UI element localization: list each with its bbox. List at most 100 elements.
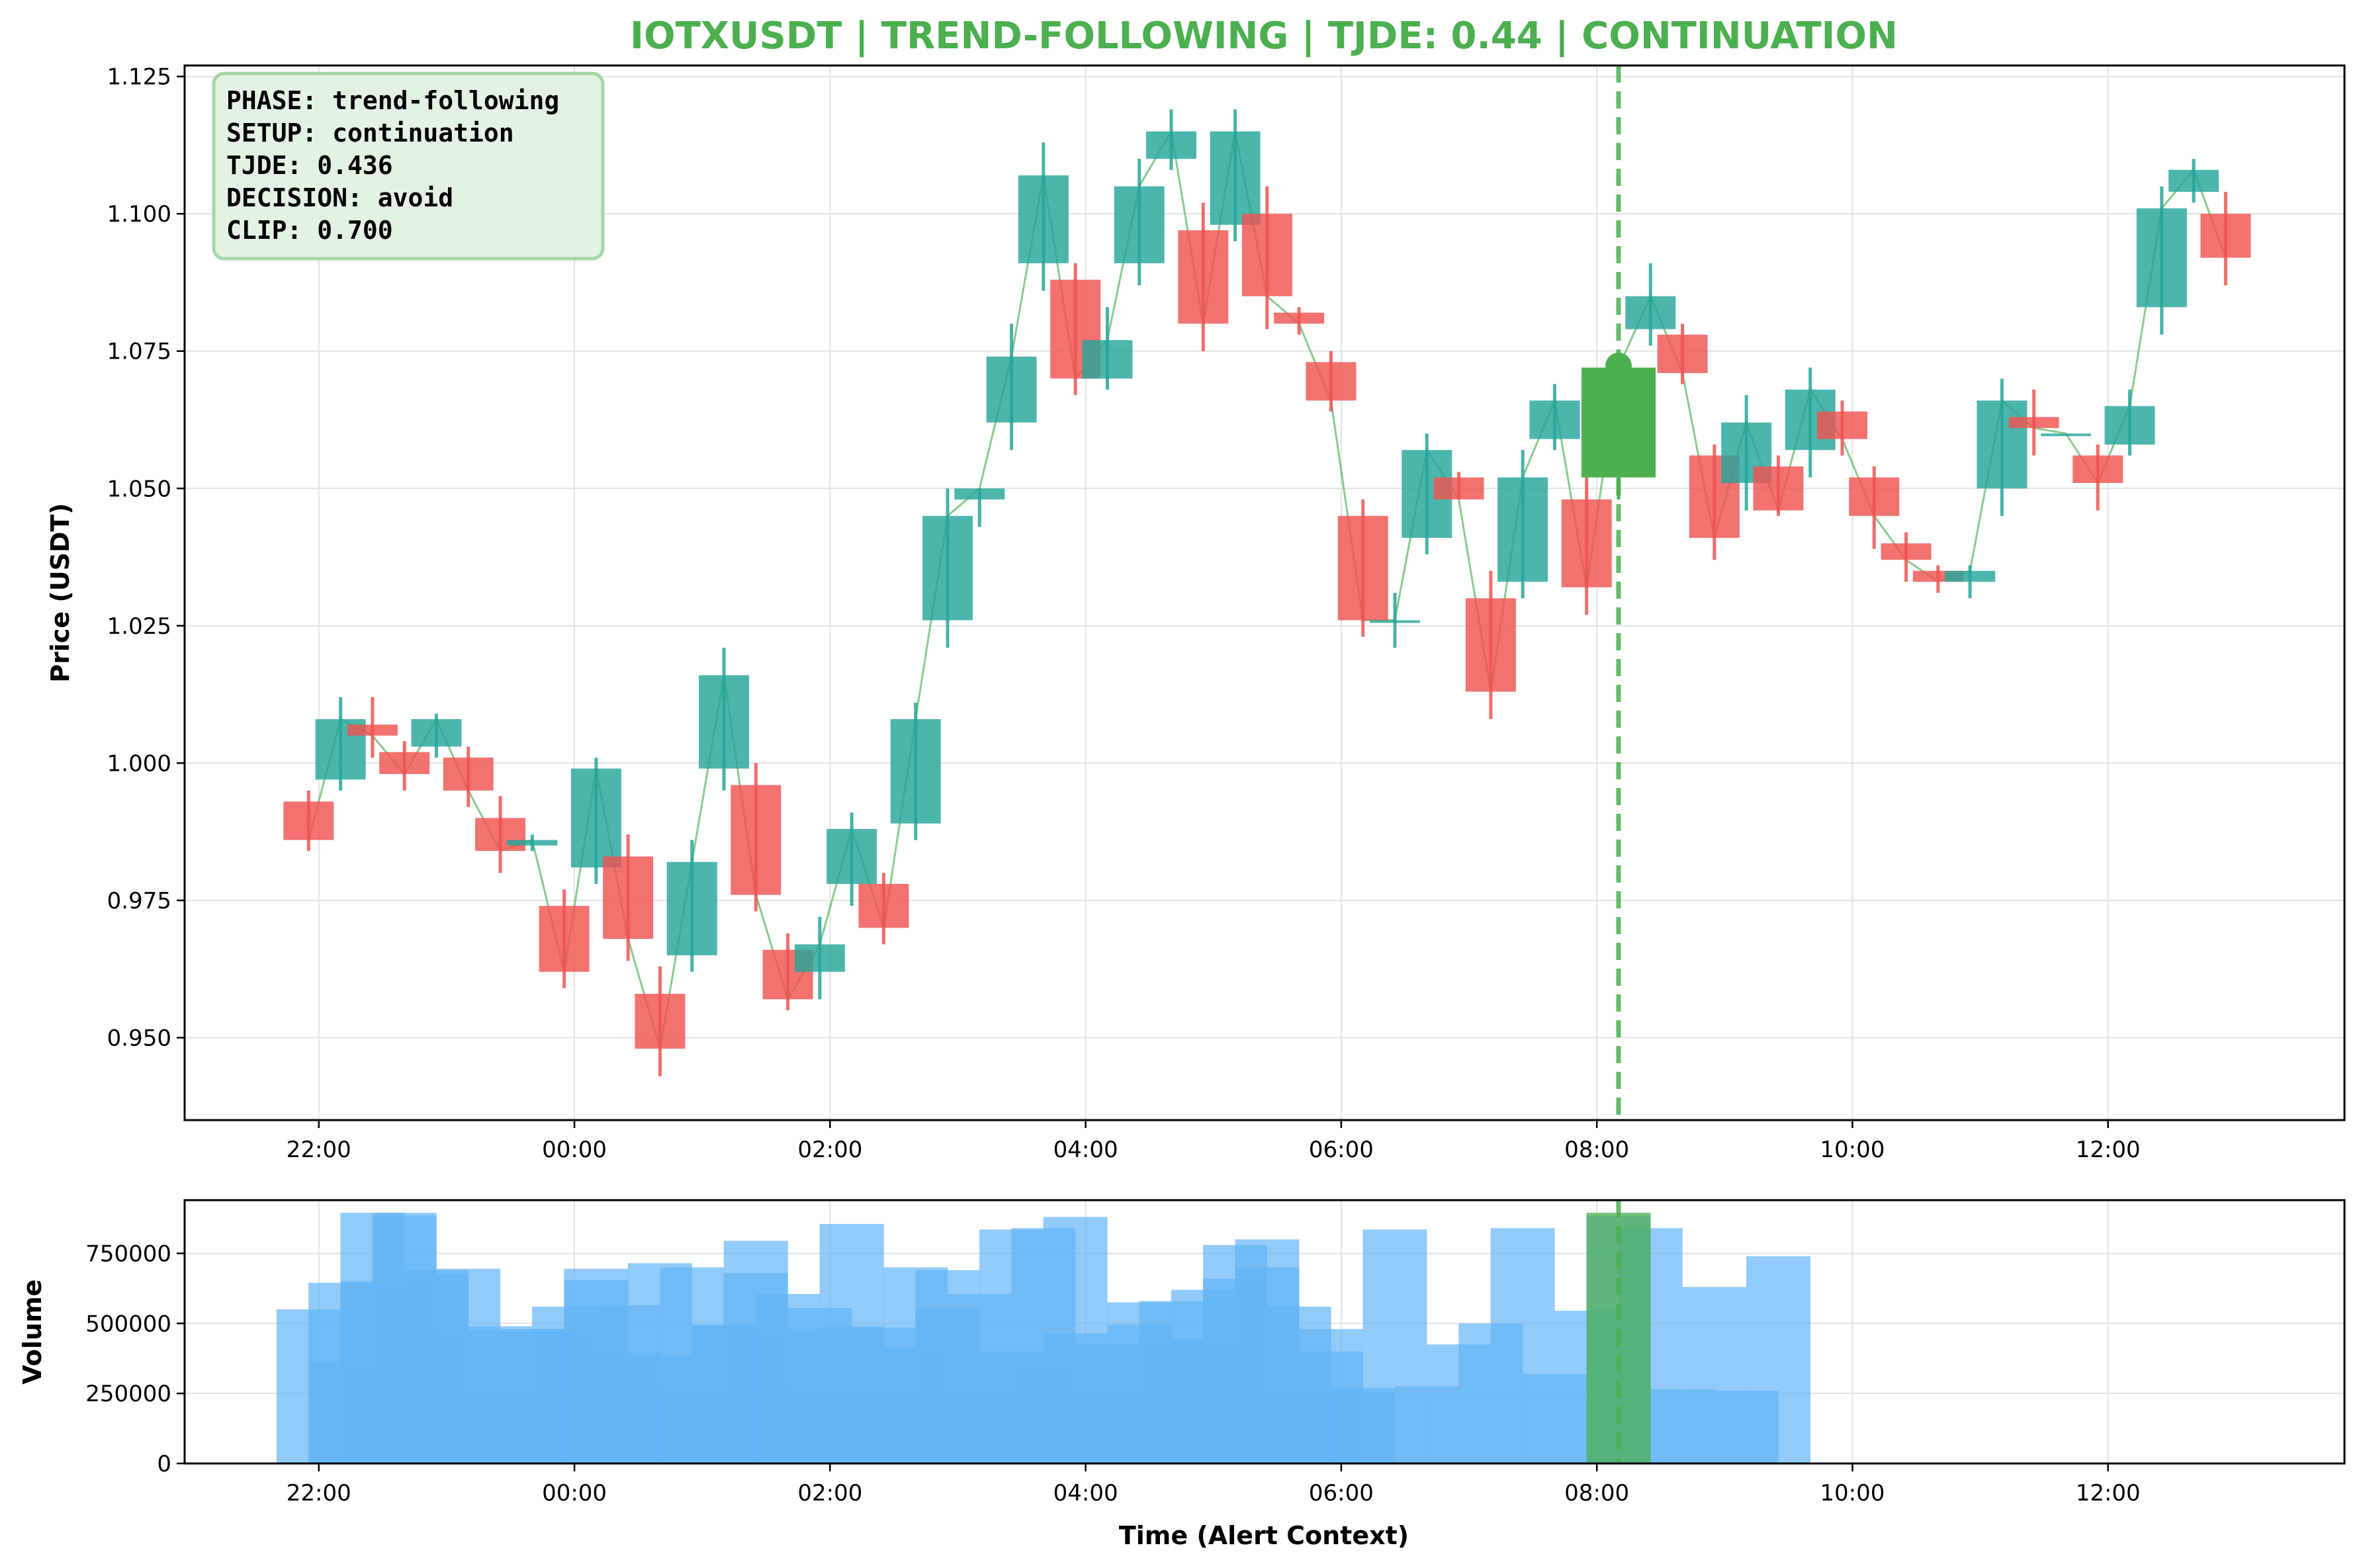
price-y-tick-label: 1.000	[107, 750, 171, 777]
price-panel-frame	[183, 64, 2346, 1121]
info-clip: CLIP: 0.700	[226, 216, 393, 245]
candle-body	[1657, 334, 1708, 373]
candle	[1816, 400, 1867, 456]
candle	[1178, 202, 1229, 351]
candle-body	[1178, 230, 1229, 324]
price-x-tick-label: 10:00	[1820, 1137, 1885, 1163]
price-x-tick-label: 06:00	[1309, 1137, 1374, 1163]
volume-y-tick-label: 0	[157, 1451, 171, 1477]
info-phase: PHASE: trend-following	[226, 86, 559, 115]
price-y-tick-label: 1.075	[107, 339, 171, 365]
price-y-tick-label: 1.025	[107, 613, 171, 640]
candle-body	[1881, 543, 1932, 560]
candle	[1497, 450, 1548, 599]
candle-body	[1433, 477, 1484, 500]
candle	[1306, 351, 1357, 412]
candle-body	[731, 785, 781, 895]
volume-x-tick-label: 02:00	[797, 1480, 862, 1506]
candle-body	[443, 758, 494, 791]
candle	[635, 966, 686, 1076]
info-tjde: TJDE: 0.436	[226, 151, 393, 180]
candle	[283, 790, 334, 851]
volume-x-tick-label: 06:00	[1309, 1480, 1374, 1506]
price-y-tick-label: 0.950	[107, 1025, 171, 1051]
volume-y-tick-label: 500000	[85, 1311, 171, 1337]
candle	[794, 916, 845, 1000]
candle	[1210, 109, 1261, 241]
candle-body	[1529, 400, 1580, 439]
candle	[1433, 472, 1484, 500]
candle-body	[1465, 598, 1516, 692]
candle	[411, 713, 462, 758]
candle	[1881, 532, 1932, 582]
candle-body	[922, 515, 973, 621]
price-y-ticks: 0.950 0.975 1.000 1.025 1.050 1.075 1.100 1.125	[107, 64, 185, 1051]
candle	[954, 488, 1005, 527]
candle-body	[1082, 340, 1133, 379]
candle	[507, 834, 558, 851]
candle	[666, 840, 717, 972]
volume-x-tick-label: 00:00	[542, 1480, 607, 1506]
price-y-tick-label: 1.050	[107, 476, 171, 502]
volume-y-ticks: 0 250000 500000 750000	[85, 1241, 185, 1477]
candle-body	[890, 719, 941, 824]
candle-body	[411, 719, 462, 747]
candle	[922, 488, 973, 648]
candle	[1369, 593, 1420, 648]
candle	[890, 703, 941, 840]
candle	[2200, 191, 2251, 286]
candle	[603, 834, 654, 961]
candle-body	[1241, 214, 1292, 296]
candle-body	[1210, 131, 1261, 225]
candle	[1337, 499, 1388, 637]
volume-x-ticks: 22:00 00:00 02:00 04:00 06:00 08:00 10:00 12:00	[287, 1463, 2141, 1506]
chart-title: IOTXUSDT | TREND-FOLLOWING | TJDE: 0.44 …	[630, 15, 1898, 58]
candle-body	[1561, 499, 1612, 588]
price-x-tick-label: 00:00	[542, 1137, 607, 1163]
candle	[1274, 307, 1325, 335]
candle-body	[954, 488, 1005, 500]
price-y-tick-label: 0.975	[107, 888, 171, 914]
candle-body	[1977, 400, 2028, 489]
volume-bar	[1746, 1256, 1810, 1463]
candle	[1657, 324, 1708, 384]
candle	[1977, 378, 2028, 516]
candle	[1241, 186, 1292, 329]
candle	[2040, 433, 2091, 437]
candle	[731, 763, 781, 912]
candle-body	[666, 861, 717, 955]
candle-body	[1306, 362, 1357, 401]
price-x-tick-label: 12:00	[2076, 1137, 2141, 1163]
price-x-ticks: 22:00 00:00 02:00 04:00 06:00 08:00 10:00 12:00	[287, 1120, 2141, 1163]
candle-body	[826, 828, 877, 885]
candle	[1849, 466, 1900, 549]
candle	[1018, 142, 1069, 291]
candle-body	[1497, 477, 1548, 582]
candle	[2073, 444, 2123, 511]
x-axis-label: Time (Alert Context)	[1119, 1521, 1409, 1550]
volume-bar	[1331, 1387, 1396, 1463]
candle	[1753, 455, 1804, 516]
candle-body	[2104, 406, 2155, 445]
candle-body	[858, 884, 909, 928]
price-y-tick-label: 1.100	[107, 201, 171, 228]
candle-body	[603, 856, 654, 939]
candle-body	[283, 801, 334, 840]
volume-x-tick-label: 22:00	[287, 1480, 351, 1506]
candle	[826, 812, 877, 906]
candle-body	[2073, 455, 2123, 483]
candle	[347, 697, 398, 758]
price-x-tick-label: 22:00	[287, 1137, 351, 1163]
candle	[1146, 109, 1197, 170]
candle-body	[635, 994, 686, 1049]
candle-body	[1369, 620, 1420, 623]
candle-body	[347, 724, 398, 736]
candle-body	[2168, 169, 2219, 192]
candle	[858, 873, 909, 945]
candle-body	[1849, 477, 1900, 516]
volume-x-tick-label: 08:00	[1564, 1480, 1629, 1506]
candle-body	[1337, 515, 1388, 621]
candle-body	[699, 675, 750, 769]
price-y-axis-label: Price (USDT)	[46, 503, 75, 683]
candle	[1945, 565, 1996, 599]
